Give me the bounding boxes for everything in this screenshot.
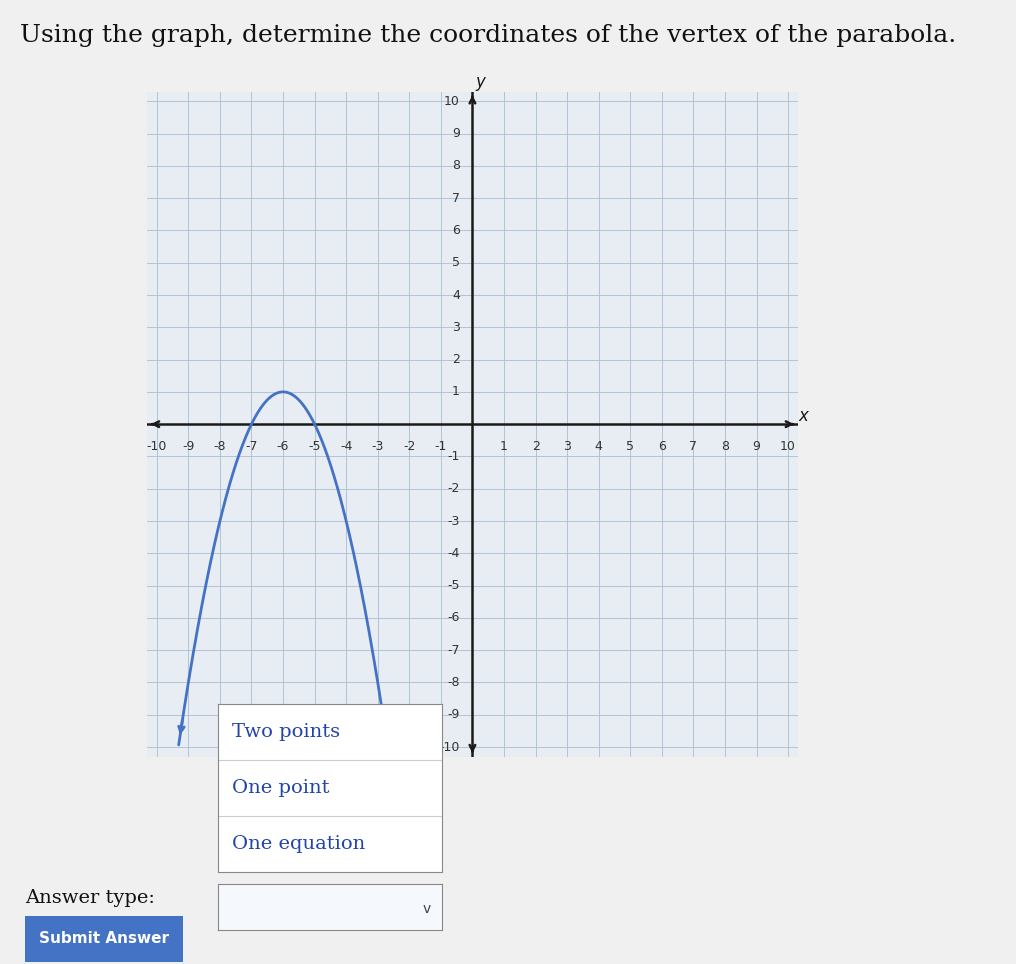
Text: -5: -5: [447, 579, 460, 592]
Text: -9: -9: [182, 441, 194, 453]
Text: One point: One point: [232, 779, 329, 797]
Text: -9: -9: [447, 709, 460, 721]
Text: Using the graph, determine the coordinates of the vertex of the parabola.: Using the graph, determine the coordinat…: [20, 24, 957, 47]
Text: Answer type:: Answer type:: [25, 890, 155, 907]
Text: 1: 1: [500, 441, 508, 453]
Text: 3: 3: [563, 441, 571, 453]
Text: 3: 3: [452, 321, 460, 334]
Text: 2: 2: [452, 353, 460, 366]
Text: -2: -2: [447, 482, 460, 495]
Text: -6: -6: [277, 441, 290, 453]
Text: One equation: One equation: [232, 835, 365, 853]
Text: x: x: [799, 407, 808, 425]
Text: 7: 7: [690, 441, 697, 453]
Text: 4: 4: [594, 441, 602, 453]
Text: -4: -4: [340, 441, 353, 453]
Text: 5: 5: [452, 256, 460, 269]
Text: Submit Answer: Submit Answer: [40, 931, 169, 947]
Text: -10: -10: [440, 740, 460, 754]
Text: 8: 8: [721, 441, 728, 453]
Text: 8: 8: [452, 159, 460, 173]
Text: -3: -3: [447, 515, 460, 527]
Text: v: v: [423, 902, 431, 917]
Text: 4: 4: [452, 288, 460, 302]
Text: y: y: [475, 73, 486, 91]
Text: -3: -3: [372, 441, 384, 453]
Text: -5: -5: [309, 441, 321, 453]
Text: 7: 7: [452, 192, 460, 204]
Text: -1: -1: [447, 450, 460, 463]
Text: 9: 9: [753, 441, 760, 453]
Text: -4: -4: [447, 547, 460, 560]
Text: 5: 5: [626, 441, 634, 453]
Text: -10: -10: [146, 441, 167, 453]
Text: 6: 6: [452, 224, 460, 237]
Text: 10: 10: [444, 94, 460, 108]
Text: -1: -1: [435, 441, 447, 453]
Text: 1: 1: [452, 386, 460, 398]
Text: Two points: Two points: [232, 723, 340, 741]
Text: 2: 2: [531, 441, 539, 453]
Text: -8: -8: [213, 441, 227, 453]
Text: -8: -8: [447, 676, 460, 689]
Text: -6: -6: [447, 611, 460, 625]
Text: -7: -7: [245, 441, 258, 453]
Text: 6: 6: [658, 441, 665, 453]
Text: 10: 10: [780, 441, 796, 453]
Text: 9: 9: [452, 127, 460, 140]
Text: -7: -7: [447, 644, 460, 656]
Text: -2: -2: [403, 441, 416, 453]
